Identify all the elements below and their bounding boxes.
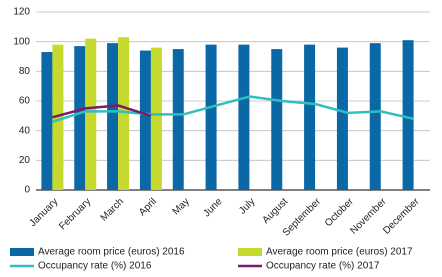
legend-label: Occupancy rate (%) 2017: [266, 261, 380, 272]
bar: [336, 47, 348, 190]
legend-swatch: [238, 248, 262, 256]
bar: [304, 44, 316, 191]
legend-label: Average room price (euros) 2017: [266, 247, 413, 258]
x-tick-label: January: [27, 196, 60, 229]
x-tick-label: March: [99, 196, 126, 223]
x-tick-label: October: [323, 196, 356, 229]
legend-label: Average room price (euros) 2016: [38, 247, 185, 258]
y-tick-label: 40: [19, 125, 31, 136]
legend-label: Occupancy rate (%) 2016: [38, 261, 152, 272]
x-tick-label: July: [237, 196, 257, 216]
bar: [74, 46, 86, 190]
bar: [150, 47, 162, 190]
y-tick-label: 120: [13, 7, 30, 18]
bar: [271, 49, 283, 191]
bar: [369, 43, 381, 191]
legend-swatch: [10, 248, 34, 256]
y-tick-label: 100: [13, 36, 30, 47]
x-tick-label: May: [171, 196, 192, 217]
x-tick-label: February: [57, 196, 93, 232]
bar: [205, 44, 217, 191]
y-tick-label: 80: [19, 66, 31, 77]
bar: [238, 44, 250, 191]
x-tick-label: December: [381, 196, 422, 237]
bar: [52, 44, 64, 191]
x-tick-label: April: [137, 196, 159, 218]
x-tick-label: June: [201, 196, 224, 219]
y-tick-label: 0: [24, 185, 30, 196]
bar: [172, 49, 184, 191]
bar: [139, 50, 151, 190]
line: [52, 104, 152, 119]
bar: [41, 52, 53, 190]
y-tick-label: 60: [19, 96, 31, 107]
line: [52, 95, 414, 123]
bar: [402, 40, 414, 190]
bar: [118, 37, 130, 190]
x-tick-label: August: [260, 196, 290, 226]
bar: [85, 38, 97, 191]
y-tick-label: 20: [19, 155, 31, 166]
bar: [107, 43, 119, 191]
